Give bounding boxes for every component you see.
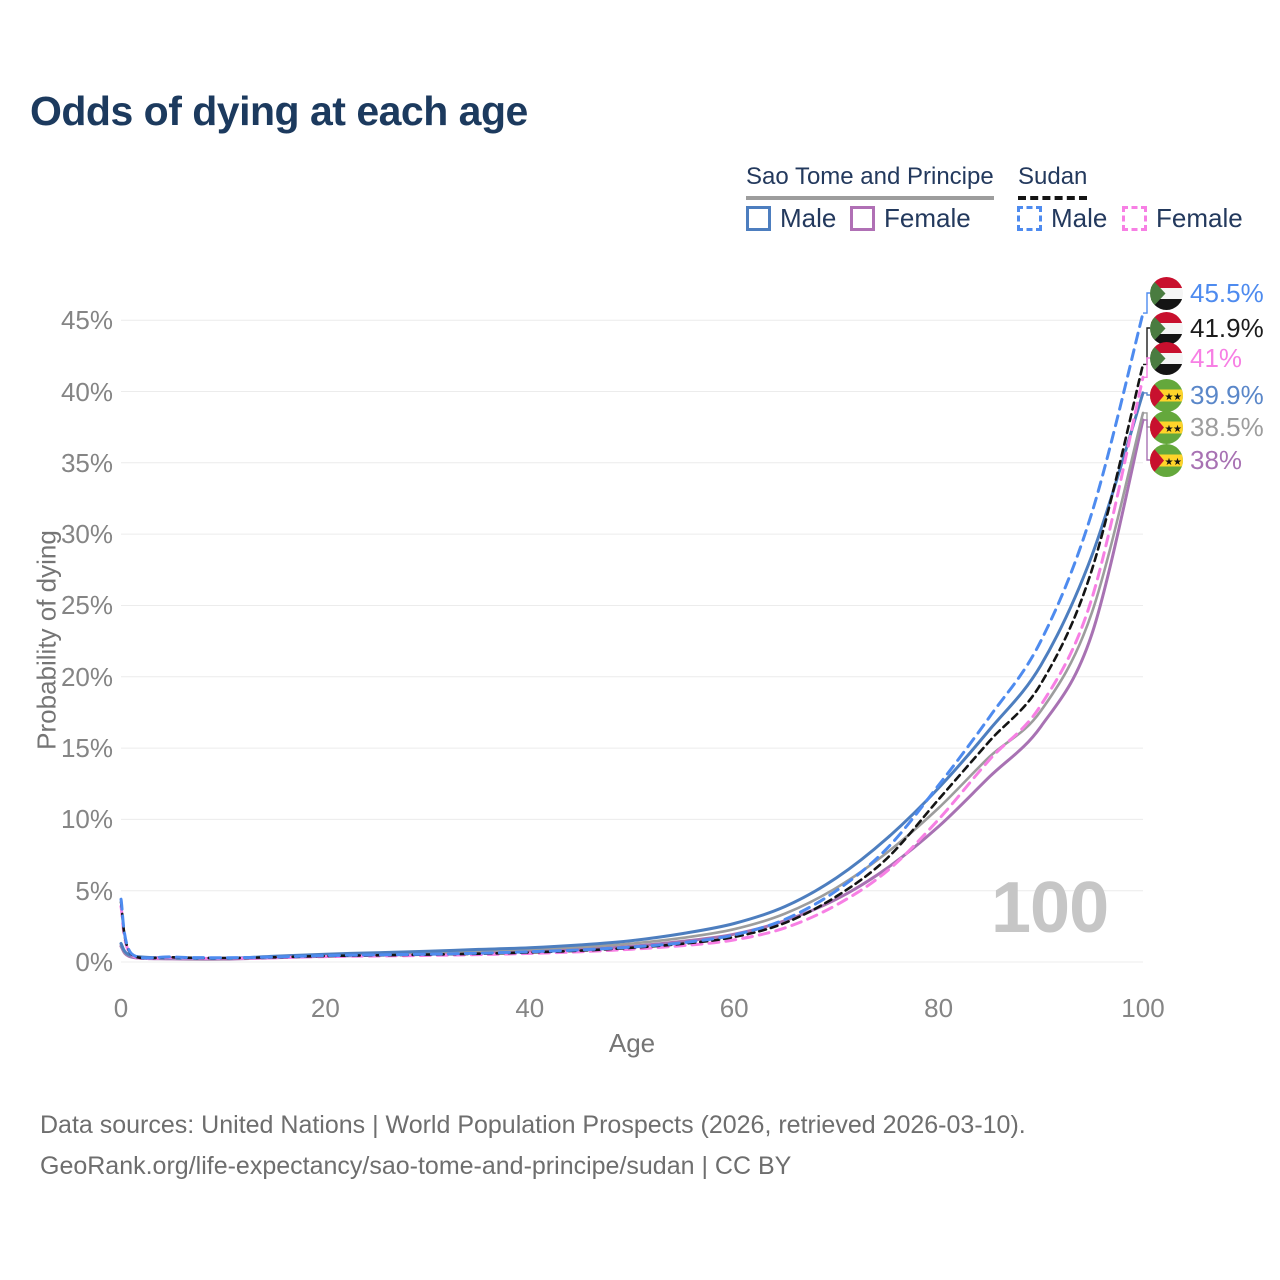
x-tick-label: 20: [310, 993, 340, 1023]
svg-text:★: ★: [1173, 456, 1182, 467]
sao-tome-and-principe-flag-icon: ★ ★: [1150, 443, 1183, 477]
end-label-row: ★ ★ 38.5%: [1150, 410, 1264, 444]
end-label-value: 45.5%: [1190, 277, 1264, 308]
series-line-sao-tome-and-principe-male[interactable]: [119, 391, 1145, 961]
legend-swatch-sudan-female[interactable]: [1122, 206, 1147, 231]
series-line-sao-tome-and-principe-female[interactable]: [119, 418, 1145, 961]
legend-label-sudan-male[interactable]: Male: [1051, 203, 1108, 233]
footer-attribution[interactable]: GeoRank.org/life-expectancy/sao-tome-and…: [40, 1152, 792, 1180]
x-tick-label: 60: [719, 993, 749, 1023]
legend-swatch-sao-tome-male[interactable]: [746, 206, 771, 231]
y-axis-title: Probability of dying: [31, 530, 62, 750]
label-connector: [1143, 419, 1151, 461]
end-label-value: 38.5%: [1190, 411, 1264, 442]
end-label-value: 38%: [1190, 444, 1243, 475]
label-connector: [1143, 327, 1151, 366]
y-tick-label: 45%: [60, 305, 113, 336]
legend-label-sao-tome-female[interactable]: Female: [884, 203, 971, 233]
y-tick-label: 15%: [60, 733, 113, 764]
legend-group-sudan[interactable]: Sudan: [1018, 163, 1088, 200]
y-tick-label: 25%: [60, 590, 113, 621]
series-line-sudan-female[interactable]: [119, 375, 1145, 961]
svg-text:★: ★: [1165, 456, 1174, 467]
sudan-flag-icon: [1150, 276, 1183, 310]
legend-label-sudan-female[interactable]: Female: [1156, 203, 1243, 233]
footer: Data sources: United Nations | World Pop…: [40, 1105, 1026, 1187]
svg-text:★: ★: [1165, 391, 1174, 402]
x-tick-label: 100: [1121, 993, 1165, 1023]
x-tick-label: 0: [113, 993, 129, 1023]
svg-text:★: ★: [1173, 391, 1182, 402]
footer-data-sources: Data sources: United Nations | World Pop…: [40, 1111, 1026, 1139]
end-label-row: 45.5%: [1150, 276, 1264, 310]
svg-text:★: ★: [1173, 423, 1182, 434]
sudan-flag-icon: [1150, 311, 1183, 345]
series-line-sudan-male[interactable]: [119, 311, 1145, 960]
y-tick-label: 10%: [60, 804, 113, 835]
legend-swatch-sao-tome-female[interactable]: [850, 206, 875, 231]
svg-text:★: ★: [1165, 423, 1174, 434]
end-label-value: 41%: [1190, 342, 1243, 373]
end-label-value: 41.9%: [1190, 312, 1264, 343]
label-connector: [1143, 292, 1151, 314]
y-tick-label: 5%: [75, 875, 113, 906]
legend-label-sao-tome-male[interactable]: Male: [780, 203, 837, 233]
series-line-sao-tome-and-principe-both-sexes[interactable]: [119, 411, 1145, 961]
end-label-row: 41%: [1150, 341, 1243, 375]
y-tick-label: 40%: [60, 376, 113, 407]
chart-title: Odds of dying at each age: [30, 88, 528, 134]
x-tick-label: 40: [515, 993, 545, 1023]
x-axis-title: Age: [608, 1028, 656, 1058]
legend-group-sao-tome-and-principe[interactable]: Sao Tome and Principe: [746, 163, 994, 200]
age-annotation: 100: [991, 868, 1109, 948]
end-label-row: ★ ★ 39.9%: [1150, 378, 1264, 412]
x-tick-label: 80: [924, 993, 954, 1023]
y-tick-label: 20%: [60, 661, 113, 692]
sao-tome-and-principe-flag-icon: ★ ★: [1150, 410, 1183, 444]
series-line-sudan-both-sexes[interactable]: [119, 363, 1145, 960]
legend-swatch-sudan-male[interactable]: [1017, 206, 1042, 231]
label-connector: [1143, 357, 1151, 378]
sudan-flag-icon: [1150, 341, 1183, 375]
label-connector: [1143, 392, 1151, 396]
end-label-value: 39.9%: [1190, 379, 1264, 410]
end-label-row: ★ ★ 38%: [1150, 443, 1243, 477]
y-tick-label: 35%: [60, 447, 113, 478]
end-label-row: 41.9%: [1150, 311, 1264, 345]
sao-tome-and-principe-flag-icon: ★ ★: [1150, 378, 1183, 412]
y-tick-label: 0%: [75, 947, 113, 977]
y-tick-label: 30%: [60, 519, 113, 550]
